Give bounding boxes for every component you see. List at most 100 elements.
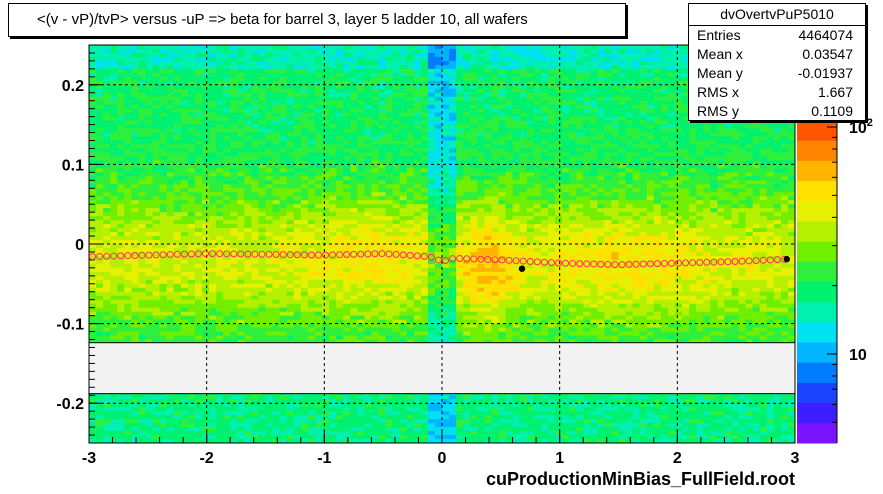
heat-cell xyxy=(660,216,669,221)
heat-cell xyxy=(258,180,266,185)
heat-cell xyxy=(265,192,274,197)
heat-cell xyxy=(731,220,740,225)
heat-cell xyxy=(265,48,274,54)
heat-cell xyxy=(89,216,97,221)
heat-cell xyxy=(533,68,542,74)
heat-cell xyxy=(554,144,563,149)
heat-cell xyxy=(187,144,196,149)
heat-cell xyxy=(117,80,125,86)
heat-cell xyxy=(738,200,747,205)
heat-cell xyxy=(590,104,598,110)
heat-cell xyxy=(96,104,104,110)
heat-cell xyxy=(583,116,591,122)
heat-cell xyxy=(427,152,436,157)
heat-cell xyxy=(343,212,351,217)
heat-cell xyxy=(166,92,175,98)
heat-cell xyxy=(611,108,619,114)
heat-cell xyxy=(293,108,302,114)
heat-cell xyxy=(371,184,379,189)
heat-cell xyxy=(329,56,337,62)
heat-cell xyxy=(194,76,203,82)
heat-cell xyxy=(307,80,316,86)
heat-cell xyxy=(336,92,344,98)
heat-cell xyxy=(272,84,281,90)
heat-cell xyxy=(470,172,478,177)
heat-cell xyxy=(96,128,104,134)
heat-cell xyxy=(117,160,125,165)
heat-cell xyxy=(731,192,740,197)
heat-cell xyxy=(293,68,302,74)
heat-cell xyxy=(173,188,182,193)
heat-cell xyxy=(434,212,443,217)
heat-cell xyxy=(89,144,97,149)
heat-cell xyxy=(703,200,711,205)
heat-cell xyxy=(152,120,161,126)
heat-cell xyxy=(321,172,330,177)
heat-cell xyxy=(491,56,499,62)
heat-cell xyxy=(131,112,139,118)
heat-cell xyxy=(780,176,789,181)
heat-cell xyxy=(773,240,782,245)
heat-cell xyxy=(392,184,401,189)
heat-cell xyxy=(131,220,139,225)
heat-cell xyxy=(201,176,210,181)
heat-cell xyxy=(152,208,161,213)
heat-cell xyxy=(731,148,740,153)
heat-cell xyxy=(364,96,372,102)
heat-cell xyxy=(385,236,394,241)
heat-cell xyxy=(173,76,182,82)
heat-cell xyxy=(689,156,697,161)
heat-cell xyxy=(703,212,711,217)
heat-cell xyxy=(519,120,528,126)
heat-cell xyxy=(329,228,337,233)
heat-cell xyxy=(639,80,648,86)
heat-cell xyxy=(194,104,203,110)
heat-cell xyxy=(449,180,457,185)
heat-cell xyxy=(152,92,161,98)
heat-cell xyxy=(357,192,365,197)
heat-cell xyxy=(117,104,125,110)
heat-cell xyxy=(159,172,168,177)
heat-cell xyxy=(201,224,210,229)
heat-cell xyxy=(434,80,443,86)
heat-cell xyxy=(470,92,478,98)
heat-cell xyxy=(300,72,309,78)
heat-cell xyxy=(780,188,789,193)
heat-cell xyxy=(562,168,570,173)
heat-cell xyxy=(265,104,274,110)
heat-cell xyxy=(223,236,231,241)
heat-cell xyxy=(484,156,492,161)
heat-cell xyxy=(286,164,295,169)
heat-cell xyxy=(653,168,662,173)
heat-cell xyxy=(547,172,556,177)
heat-cell xyxy=(583,104,591,110)
heat-cell xyxy=(780,156,789,161)
heat-cell xyxy=(251,220,259,225)
heat-cell xyxy=(703,188,711,193)
heat-cell xyxy=(618,88,627,94)
heat-cell xyxy=(392,176,401,181)
heat-cell xyxy=(660,124,669,130)
heat-cell xyxy=(166,184,175,189)
heat-cell xyxy=(237,136,245,142)
heat-cell xyxy=(618,48,627,54)
heat-cell xyxy=(674,92,683,98)
heat-cell xyxy=(413,160,422,165)
heat-cell xyxy=(138,204,146,209)
heat-cell xyxy=(569,228,577,233)
heat-cell xyxy=(576,52,584,58)
heat-cell xyxy=(533,156,542,161)
heat-cell xyxy=(611,216,619,221)
heat-cell xyxy=(604,232,612,237)
heat-cell xyxy=(96,208,104,213)
heat-cell xyxy=(131,196,139,201)
heat-cell xyxy=(484,176,492,181)
heat-cell xyxy=(427,100,436,106)
heat-cell xyxy=(597,96,605,102)
heat-cell xyxy=(625,96,634,102)
heat-cell xyxy=(449,140,457,145)
heat-cell xyxy=(674,180,683,185)
heat-cell xyxy=(201,124,210,130)
heat-cell xyxy=(265,228,274,233)
heat-cell xyxy=(780,200,789,205)
